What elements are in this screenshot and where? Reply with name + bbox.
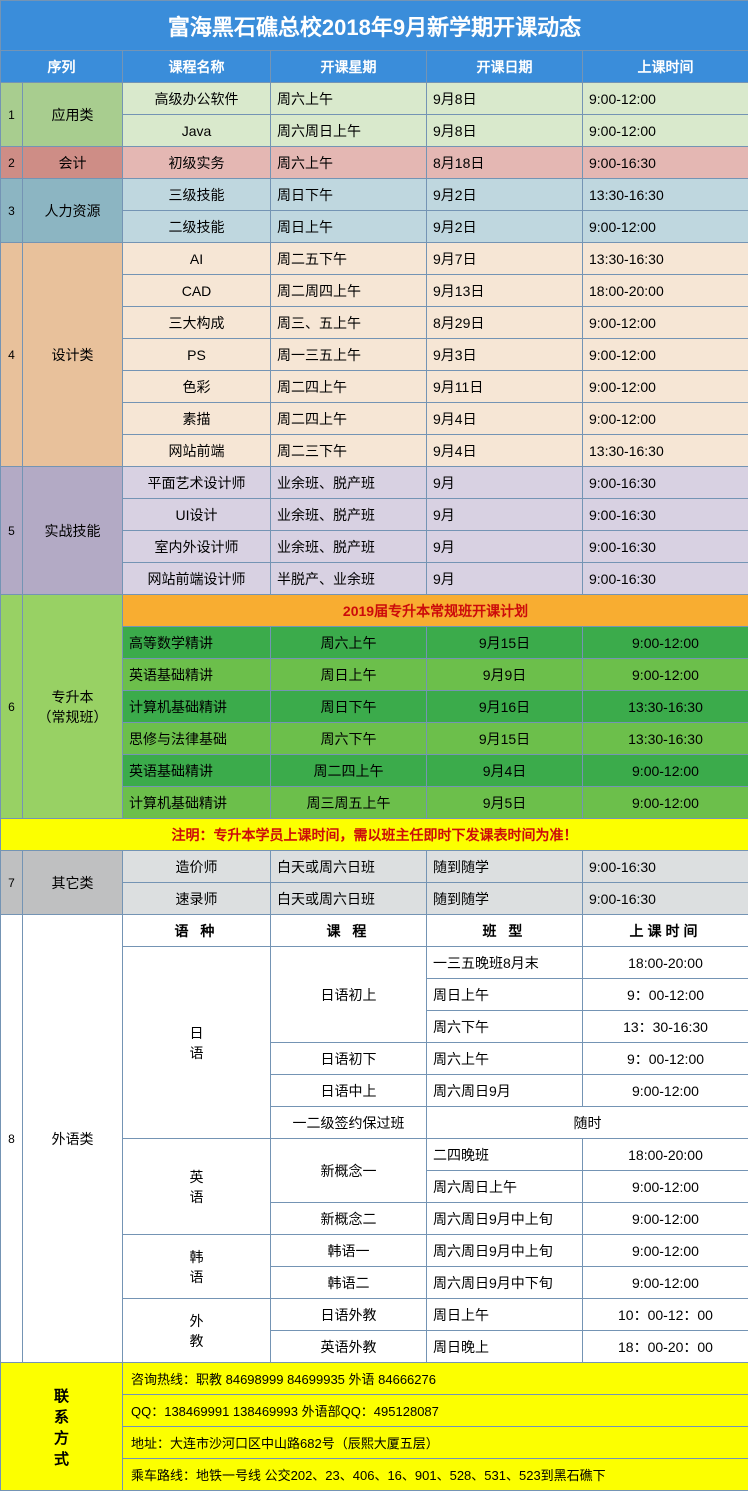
subhdr-course: 课 程	[271, 915, 427, 947]
cat-num: 1	[1, 83, 23, 147]
lang-name: 英 语	[123, 1139, 271, 1235]
date: 9月2日	[427, 211, 583, 243]
day: 周六上午	[271, 83, 427, 115]
cat-num: 4	[1, 243, 23, 467]
date: 8月18日	[427, 147, 583, 179]
subhdr-lang: 语 种	[123, 915, 271, 947]
course: 高级办公软件	[123, 83, 271, 115]
time: 9:00-12:00	[583, 115, 748, 147]
subheader-row: 8 外语类 语 种 课 程 班 型 上课时间	[1, 915, 748, 947]
table-row: 6 专升本 （常规班） 2019届专升本常规班开课计划	[1, 595, 748, 627]
cat-name: 会计	[23, 147, 123, 179]
time: 9:00-12:00	[583, 83, 748, 115]
time: 13:30-16:30	[583, 243, 748, 275]
lang-name: 外 教	[123, 1299, 271, 1363]
note-row: 注明：专升本学员上课时间，需以班主任即时下发课表时间为准！	[1, 819, 748, 851]
hdr-seq: 序列	[1, 51, 123, 83]
cat-num: 8	[1, 915, 23, 1363]
contact-line: QQ：138469991 138469993 外语部QQ：495128087	[123, 1395, 748, 1427]
note: 注明：专升本学员上课时间，需以班主任即时下发课表时间为准！	[1, 819, 748, 851]
hdr-day: 开课星期	[271, 51, 427, 83]
banner: 2019届专升本常规班开课计划	[123, 595, 748, 627]
course: 初级实务	[123, 147, 271, 179]
table-row: 2 会计 初级实务 周六上午 8月18日 9:00-16:30	[1, 147, 748, 179]
cat-name: 专升本 （常规班）	[23, 595, 123, 819]
date: 9月2日	[427, 179, 583, 211]
cat-name: 设计类	[23, 243, 123, 467]
day: 周日上午	[271, 211, 427, 243]
cat-num: 7	[1, 851, 23, 915]
hdr-date: 开课日期	[427, 51, 583, 83]
subhdr-class: 班 型	[427, 915, 583, 947]
header-row: 序列 课程名称 开课星期 开课日期 上课时间	[1, 51, 748, 83]
day: 周六周日上午	[271, 115, 427, 147]
table-row: 4 设计类 AI 周二五下午 9月7日 13:30-16:30	[1, 243, 748, 275]
contact-line: 咨询热线：职教 84698999 84699935 外语 84666276	[123, 1363, 748, 1395]
day: 周六上午	[271, 147, 427, 179]
cat-num: 6	[1, 595, 23, 819]
date: 9月8日	[427, 83, 583, 115]
course: 二级技能	[123, 211, 271, 243]
course: 三级技能	[123, 179, 271, 211]
table-row: 3 人力资源 三级技能 周日下午 9月2日 13:30-16:30	[1, 179, 748, 211]
course: AI	[123, 243, 271, 275]
table-row: 7 其它类 造价师白天或周六日班随到随学9:00-16:30	[1, 851, 748, 883]
course: Java	[123, 115, 271, 147]
table-row: 5 实战技能 平面艺术设计师业余班、脱产班9月9:00-16:30	[1, 467, 748, 499]
cat-num: 2	[1, 147, 23, 179]
date: 9月8日	[427, 115, 583, 147]
lang-name: 日 语	[123, 947, 271, 1139]
lang-name: 韩 语	[123, 1235, 271, 1299]
contact-label: 联 系 方 式	[1, 1363, 123, 1491]
contact-row: 联 系 方 式 咨询热线：职教 84698999 84699935 外语 846…	[1, 1363, 748, 1395]
hdr-time: 上课时间	[583, 51, 748, 83]
date: 9月7日	[427, 243, 583, 275]
contact-line: 地址：大连市沙河口区中山路682号（辰熙大厦五层）	[123, 1427, 748, 1459]
page-title: 富海黑石礁总校2018年9月新学期开课动态	[1, 1, 748, 51]
schedule-table: 富海黑石礁总校2018年9月新学期开课动态 序列 课程名称 开课星期 开课日期 …	[0, 0, 748, 1491]
cat-name: 外语类	[23, 915, 123, 1363]
cat-name: 人力资源	[23, 179, 123, 243]
cat-name: 应用类	[23, 83, 123, 147]
table-row: 1 应用类 高级办公软件 周六上午 9月8日 9:00-12:00	[1, 83, 748, 115]
day: 周日下午	[271, 179, 427, 211]
hdr-course: 课程名称	[123, 51, 271, 83]
day: 周二五下午	[271, 243, 427, 275]
cat-num: 3	[1, 179, 23, 243]
cat-name: 其它类	[23, 851, 123, 915]
contact-line: 乘车路线：地铁一号线 公交202、23、406、16、901、528、531、5…	[123, 1459, 748, 1491]
cat-name: 实战技能	[23, 467, 123, 595]
time: 13:30-16:30	[583, 179, 748, 211]
subhdr-time: 上课时间	[583, 915, 748, 947]
time: 9:00-12:00	[583, 211, 748, 243]
cat-num: 5	[1, 467, 23, 595]
title-row: 富海黑石礁总校2018年9月新学期开课动态	[1, 1, 748, 51]
time: 9:00-16:30	[583, 147, 748, 179]
